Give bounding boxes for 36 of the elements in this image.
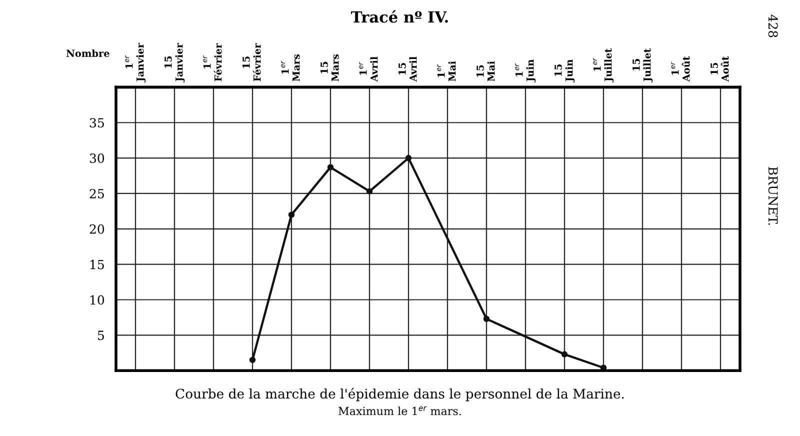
point [249,356,256,364]
y-tick-label: 25 [90,188,104,198]
text: 428 [768,14,778,38]
x-tick-label: 1$^{er}$ Mars [281,54,300,82]
point [327,164,334,170]
y-axis-title: Nombre [66,49,110,57]
y-tick-label: 30 [90,154,104,163]
text: Courbe de la marche de l'épidemie dans le personnel de la Marine. [176,388,624,402]
x-tick-label: 1$^{er}$ Janvier [125,42,146,82]
x-tick-label: 15 Août [710,56,729,82]
x-tick-label: 1$^{er}$ Mai [437,61,456,82]
point [561,351,568,358]
x-tick-label: 15 Mars [320,54,339,82]
y-tick-label: 15 [90,260,104,270]
x-tick-label: 1$^{er}$ Février [203,43,222,82]
point [288,212,295,218]
y-tick-label: 5 [98,330,104,340]
x-tick-label: 15 Juin [554,59,575,82]
point [483,316,490,322]
x-tick-label: 15 Mai [476,61,495,82]
x-tick-label: 1$^{er}$ Juillet [593,48,614,82]
text: Maximum le 1$^{er}$ mars. [338,406,461,416]
chart-title: Tracé nº IV. [351,10,448,23]
point [405,154,412,162]
x-tick-label: 15 Avril [398,56,417,82]
x-tick-label: 15 Février [242,43,261,82]
x-tick-label: 15 Janvier [164,42,185,82]
y-tick-label: 35 [90,118,104,128]
y-tick-label: 10 [90,295,104,305]
x-tick-label: 1$^{er}$ Juin [515,59,536,82]
point [366,188,373,194]
y-tick-label: 20 [90,224,104,234]
x-tick-label: 1$^{er}$ Août [671,56,690,82]
x-tick-label: 1$^{er}$ Avril [359,56,378,82]
x-tick-label: 15 Juillet [632,48,653,82]
text: BRUNET. [768,167,778,225]
